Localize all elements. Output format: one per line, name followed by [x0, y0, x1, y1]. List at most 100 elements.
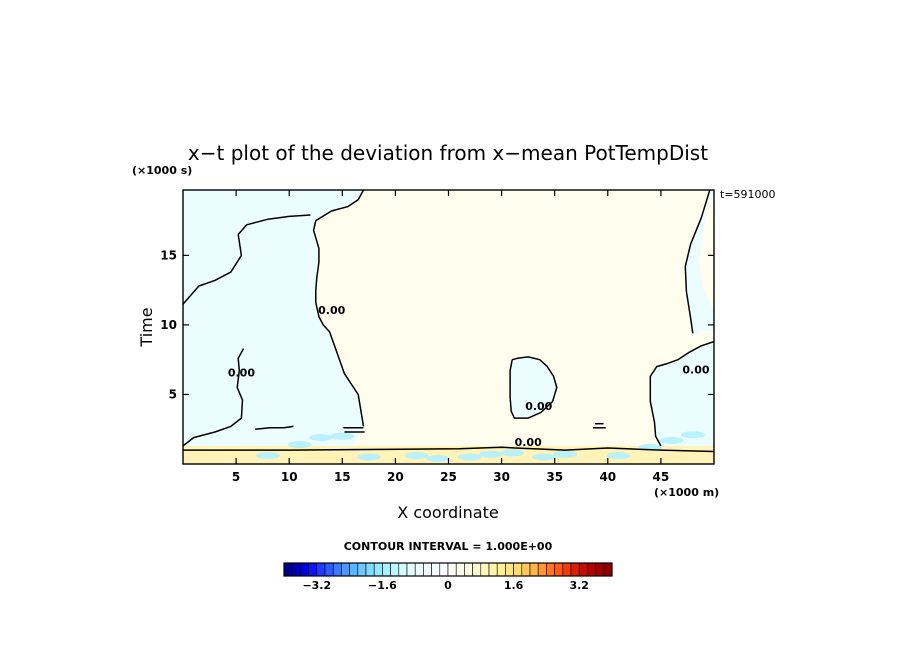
colorbar-cell: [537, 562, 547, 577]
colorbar-cell: [316, 562, 326, 577]
contour-line: [183, 348, 245, 447]
contour-interval-label: CONTOUR INTERVAL = 1.000E+00: [344, 540, 553, 553]
surface-band-cool-patch: [356, 453, 381, 461]
colorbar-cell: [341, 562, 350, 577]
colorbar-tick-label: 3.2: [569, 579, 589, 592]
colorbar-cell: [300, 562, 309, 577]
colorbar-cell: [505, 562, 514, 577]
surface-band-cool-patch: [478, 450, 503, 458]
contour-value-label: 0.00: [228, 366, 255, 379]
contour-line: [684, 190, 711, 334]
colorbar-cell: [480, 562, 490, 577]
contour-region-negative: [650, 341, 714, 446]
contour-value-label: 0.00: [318, 304, 345, 317]
colorbar: −3.2 −1.6 0 1.6 3.2: [283, 562, 613, 592]
colorbar-cell: [349, 562, 359, 577]
colorbar-cell: [357, 562, 367, 577]
contour-line: [183, 446, 714, 453]
plot-area: 0.00 0.00 0.00 0.00 0.00: [183, 190, 714, 464]
x-tick-label: 35: [546, 470, 563, 484]
colorbar-cell: [283, 562, 293, 577]
contour-line: [509, 356, 558, 419]
colorbar-cell: [423, 562, 432, 577]
x-tick-label: 25: [440, 470, 457, 484]
colorbar-tick-label: 0: [444, 579, 452, 592]
x-tick-label: 45: [653, 470, 670, 484]
colorbar-frame: [283, 562, 613, 577]
contour-value-label: 0.00: [515, 436, 542, 449]
colorbar-cell: [439, 562, 449, 577]
y-tick-label: 15: [160, 248, 177, 262]
colorbar-cell: [546, 562, 555, 577]
chart-title: x−t plot of the deviation from x−mean Po…: [188, 141, 708, 165]
colorbar-cell: [431, 562, 441, 577]
surface-band-cool-patch: [553, 450, 578, 458]
contour-line: [183, 214, 311, 305]
surface-band-cool-patch: [309, 434, 334, 442]
surface-band-cool-patch: [404, 452, 429, 460]
colorbar-cell: [464, 562, 473, 577]
y-tick-label: 5: [169, 387, 177, 401]
colorbar-cell: [595, 562, 605, 577]
surface-band-cool-patch: [659, 436, 684, 444]
surface-band-cool-patch: [255, 452, 280, 460]
surface-band-cool-patch: [425, 454, 450, 462]
y-axis: 5 10 15: [160, 248, 714, 401]
colorbar-cell: [414, 562, 424, 577]
surface-band-cool-patch: [287, 441, 312, 449]
colorbar-cell: [455, 562, 465, 577]
colorbar-tick-label: −3.2: [302, 579, 331, 592]
colorbar-tick-label: −1.6: [368, 579, 397, 592]
y-axis-unit: (×1000 s): [132, 164, 192, 177]
contour-line: [255, 425, 294, 430]
colorbar-cell: [578, 562, 588, 577]
colorbar-cell: [308, 562, 318, 577]
colorbar-cell: [529, 562, 539, 577]
surface-band-cool-patch: [606, 452, 631, 460]
x-tick-label: 20: [387, 470, 404, 484]
x-axis-title: X coordinate: [397, 503, 498, 522]
colorbar-cell: [398, 562, 408, 577]
x-tick-label: 5: [232, 470, 240, 484]
contour-value-label: 0.00: [525, 400, 552, 413]
surface-band-cool-patch: [500, 449, 525, 457]
y-axis-title: Time: [137, 307, 156, 347]
colorbar-cell: [554, 562, 564, 577]
time-label: t=591000: [720, 188, 776, 201]
colorbar-cell: [496, 562, 506, 577]
colorbar-cell: [324, 562, 334, 577]
y-tick-label: 10: [160, 318, 177, 332]
contour-line: [649, 340, 714, 447]
x-axis-unit: (×1000 m): [654, 486, 719, 499]
colorbar-cell: [447, 562, 457, 577]
colorbar-cell: [472, 562, 482, 577]
colorbar-tick-label: 1.6: [504, 579, 524, 592]
contour-region-negative: [685, 190, 714, 336]
colorbar-cell: [390, 562, 400, 577]
colorbar-cell: [570, 562, 580, 577]
contour-line: [312, 190, 365, 427]
colorbar-cell: [513, 562, 523, 577]
colorbar-cell: [587, 562, 596, 577]
surface-band-cool-patch: [680, 431, 705, 439]
contour-value-label: 0.00: [682, 364, 709, 377]
surface-band-cool-patch: [330, 432, 355, 440]
colorbar-cell: [382, 562, 391, 577]
x-tick-label: 10: [281, 470, 298, 484]
colorbar-cell: [332, 562, 342, 577]
colorbar-cell: [562, 562, 572, 577]
surface-band-cool-patch: [457, 453, 482, 461]
x-axis: 5 10 15 20 25 30 35 40 45: [232, 190, 669, 484]
colorbar-cell: [406, 562, 416, 577]
x-tick-label: 40: [599, 470, 616, 484]
x-tick-label: 15: [334, 470, 351, 484]
surface-band-cool-patch: [532, 453, 557, 461]
colorbar-cell: [373, 562, 383, 577]
colorbar-cell: [488, 562, 498, 577]
colorbar-cell: [521, 562, 531, 577]
colorbar-cell: [603, 562, 613, 577]
colorbar-cell: [291, 562, 301, 577]
contour-labels: 0.00 0.00 0.00 0.00 0.00: [228, 304, 710, 449]
contour-lines: [183, 190, 714, 453]
